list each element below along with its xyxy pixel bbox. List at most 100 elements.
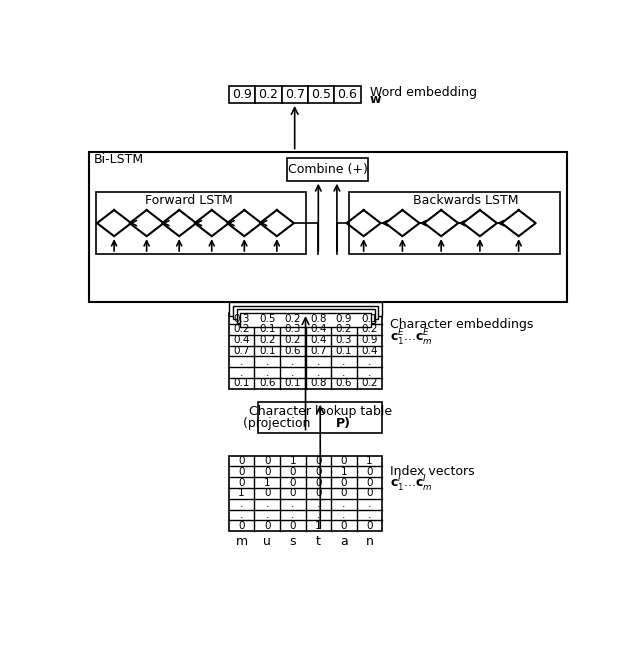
Bar	[229, 302, 382, 315]
Text: 0.8: 0.8	[310, 378, 326, 389]
Text: .: .	[317, 357, 320, 367]
Text: 0.8: 0.8	[310, 313, 326, 324]
Text: P): P)	[336, 417, 351, 430]
Bar	[349, 193, 560, 254]
Text: 0.6: 0.6	[285, 346, 301, 356]
Bar	[95, 193, 307, 254]
Text: 0.3: 0.3	[335, 335, 352, 345]
Bar	[229, 456, 382, 531]
Text: .: .	[266, 357, 269, 367]
Text: .: .	[291, 499, 294, 509]
Text: 0: 0	[366, 488, 372, 498]
Bar	[255, 86, 282, 103]
Text: Word embedding: Word embedding	[370, 86, 477, 99]
Text: 0: 0	[340, 456, 347, 466]
Text: .: .	[291, 368, 294, 377]
Text: 0: 0	[340, 477, 347, 488]
Text: 0.5: 0.5	[311, 88, 331, 101]
Text: 0.4: 0.4	[310, 335, 326, 345]
Text: 0.3: 0.3	[234, 313, 250, 324]
Text: 0.7: 0.7	[285, 88, 305, 101]
Text: 0.2: 0.2	[285, 313, 301, 324]
Bar	[241, 313, 371, 327]
Text: 0.9: 0.9	[361, 335, 378, 345]
Text: 0: 0	[264, 488, 271, 498]
Text: .: .	[342, 499, 346, 509]
Text: 0: 0	[315, 477, 321, 488]
Text: Character lookup table: Character lookup table	[249, 406, 392, 419]
Text: n: n	[365, 535, 373, 549]
Text: 0: 0	[289, 477, 296, 488]
Bar	[237, 310, 374, 323]
Text: 1: 1	[315, 520, 322, 531]
Text: 0: 0	[238, 456, 245, 466]
Bar	[90, 151, 566, 302]
Text: 0: 0	[289, 520, 296, 531]
Text: 0.1: 0.1	[259, 325, 275, 334]
Text: .: .	[342, 357, 346, 367]
Text: .: .	[240, 499, 243, 509]
Text: Index vectors: Index vectors	[390, 464, 475, 477]
Text: 0.1: 0.1	[335, 346, 352, 356]
Text: a: a	[340, 535, 348, 549]
Text: Backwards LSTM: Backwards LSTM	[413, 193, 518, 206]
Text: 0: 0	[315, 467, 321, 477]
Text: .: .	[266, 368, 269, 377]
Text: .: .	[291, 510, 294, 520]
Text: $\mathbf{c}_1^I$...$\mathbf{c}_m^I$: $\mathbf{c}_1^I$...$\mathbf{c}_m^I$	[390, 474, 433, 494]
Text: t: t	[316, 535, 321, 549]
Text: 0: 0	[315, 488, 321, 498]
Bar	[259, 402, 382, 432]
Text: 0.4: 0.4	[234, 335, 250, 345]
Text: (projection: (projection	[243, 417, 314, 430]
Text: w: w	[370, 93, 381, 106]
Text: .: .	[342, 368, 346, 377]
Text: .: .	[368, 499, 371, 509]
Text: .: .	[266, 499, 269, 509]
Text: 0: 0	[264, 456, 271, 466]
Text: Bi-LSTM: Bi-LSTM	[94, 153, 144, 166]
Text: 0: 0	[238, 467, 245, 477]
Bar	[287, 157, 368, 181]
Text: m: m	[236, 535, 248, 549]
Text: 0.3: 0.3	[285, 325, 301, 334]
Text: 0.9: 0.9	[232, 88, 252, 101]
Text: 0.2: 0.2	[234, 325, 250, 334]
Text: 0: 0	[289, 467, 296, 477]
Text: 0.2: 0.2	[285, 335, 301, 345]
Text: .: .	[317, 368, 320, 377]
Text: .: .	[368, 368, 371, 377]
Text: 0.7: 0.7	[310, 346, 326, 356]
Text: 0: 0	[264, 520, 271, 531]
Text: 0.5: 0.5	[259, 313, 275, 324]
Text: 0: 0	[340, 520, 347, 531]
Bar	[282, 86, 308, 103]
Text: 0.2: 0.2	[259, 335, 275, 345]
Text: 0.2: 0.2	[361, 325, 378, 334]
Text: $\mathbf{c}_1^E$...$\mathbf{c}_m^E$: $\mathbf{c}_1^E$...$\mathbf{c}_m^E$	[390, 328, 433, 348]
Text: 0: 0	[289, 488, 296, 498]
Text: 0.6: 0.6	[337, 88, 357, 101]
Text: 1: 1	[238, 488, 245, 498]
Text: 0.7: 0.7	[234, 346, 250, 356]
Text: 0.9: 0.9	[335, 313, 352, 324]
Text: 0.2: 0.2	[259, 88, 278, 101]
Bar	[233, 306, 378, 319]
Text: .: .	[240, 368, 243, 377]
Text: 0: 0	[238, 477, 245, 488]
Text: 0: 0	[366, 467, 372, 477]
Text: 0.2: 0.2	[335, 325, 352, 334]
Text: 0: 0	[264, 467, 271, 477]
Text: Combine (+): Combine (+)	[287, 163, 367, 176]
Text: s: s	[289, 535, 296, 549]
Text: .: .	[317, 499, 320, 509]
Text: .: .	[368, 510, 371, 520]
Text: u: u	[263, 535, 271, 549]
Text: 0.1: 0.1	[259, 346, 275, 356]
Bar	[334, 86, 360, 103]
Text: .: .	[368, 357, 371, 367]
Text: 1: 1	[340, 467, 347, 477]
Text: 0: 0	[366, 477, 372, 488]
Text: 1: 1	[366, 456, 372, 466]
Text: 0.4: 0.4	[310, 325, 326, 334]
